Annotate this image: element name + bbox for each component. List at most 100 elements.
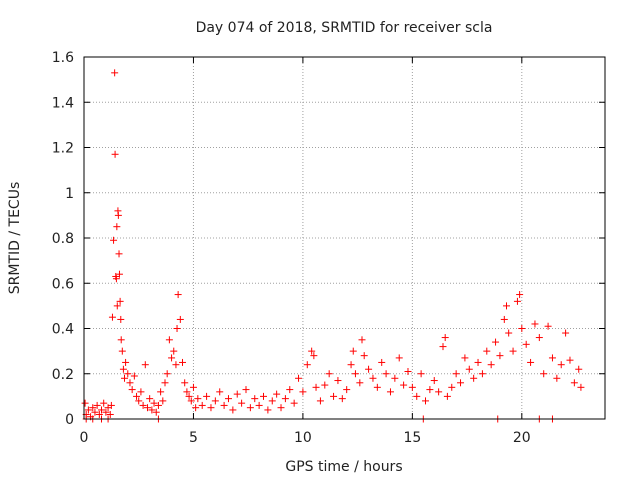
data-point: [264, 406, 272, 414]
x-axis-label: GPS time / hours: [285, 459, 402, 475]
data-point: [152, 408, 160, 416]
data-point: [430, 377, 438, 385]
data-point: [168, 354, 176, 362]
y-tick-label: 0.8: [52, 231, 74, 247]
data-point: [343, 386, 351, 394]
data-point: [81, 399, 89, 407]
data-point: [91, 408, 99, 416]
data-point: [135, 397, 143, 405]
data-point: [115, 270, 123, 278]
data-point: [408, 383, 416, 391]
y-tick-label: 0.4: [52, 322, 74, 338]
data-point: [112, 275, 120, 283]
data-point: [260, 392, 268, 400]
data-point: [386, 388, 394, 396]
data-point: [540, 370, 548, 378]
data-point: [173, 325, 181, 332]
data-point: [470, 374, 478, 382]
data-point: [496, 352, 504, 360]
data-point: [310, 352, 318, 360]
data-point: [108, 313, 116, 321]
data-point: [116, 297, 124, 305]
data-point: [443, 392, 451, 400]
y-tick-label: 1.6: [52, 50, 74, 66]
data-point: [120, 374, 128, 382]
data-point: [93, 401, 101, 409]
data-point: [509, 347, 517, 355]
data-point: [242, 386, 250, 394]
data-point: [154, 401, 162, 409]
data-point: [277, 404, 285, 412]
data-point: [106, 410, 114, 418]
data-point: [338, 395, 346, 403]
data-point: [527, 358, 535, 366]
data-point: [290, 399, 298, 407]
data-point: [308, 347, 316, 355]
data-point: [286, 386, 294, 394]
data-point: [198, 401, 206, 409]
data-point: [448, 383, 456, 391]
data-point: [373, 383, 381, 391]
data-point: [185, 392, 193, 400]
data-point: [110, 236, 118, 244]
data-point: [303, 361, 311, 369]
y-tick-label: 0: [65, 412, 74, 428]
data-point: [417, 370, 425, 378]
axis-ticks: 0 0.2 0.4 0.6 0.8 1 1.2 1.4 1.6 0 5 10 15 20: [52, 50, 605, 446]
data-point: [194, 395, 202, 403]
data-point: [176, 315, 184, 323]
data-point: [513, 297, 521, 305]
data-point: [143, 404, 151, 412]
data-point: [102, 408, 110, 416]
data-point: [391, 374, 399, 382]
data-point: [358, 336, 366, 344]
data-point: [118, 347, 126, 355]
data-point: [84, 406, 92, 414]
data-point: [421, 397, 429, 405]
data-point: [139, 401, 147, 409]
data-point: [312, 383, 320, 391]
data-point: [251, 395, 259, 403]
data-point: [148, 406, 156, 414]
y-tick-label: 1: [65, 186, 74, 202]
data-point: [325, 370, 333, 378]
data-point: [117, 336, 125, 344]
data-point: [255, 401, 263, 409]
data-point: [457, 379, 465, 387]
data-point: [130, 372, 138, 380]
data-point: [159, 397, 167, 405]
data-point: [157, 388, 165, 396]
data-point: [334, 377, 342, 385]
data-point: [281, 395, 289, 403]
data-point: [189, 383, 197, 391]
data-point: [137, 388, 145, 396]
x-tick-label: 15: [403, 430, 421, 446]
data-point: [179, 358, 187, 366]
y-tick-label: 0.2: [52, 367, 74, 383]
data-points: [81, 69, 585, 423]
data-point: [187, 397, 195, 405]
data-point: [216, 388, 224, 396]
data-point: [95, 410, 103, 418]
data-point: [360, 352, 368, 360]
data-point: [299, 388, 307, 396]
data-point: [229, 406, 237, 414]
data-point: [570, 379, 578, 387]
data-point: [365, 365, 373, 373]
data-point: [516, 291, 524, 299]
data-point: [192, 404, 200, 412]
data-point: [575, 365, 583, 373]
data-point: [351, 370, 359, 378]
data-point: [426, 386, 434, 394]
data-point: [295, 374, 303, 382]
data-point: [117, 315, 125, 323]
data-point: [518, 325, 526, 332]
data-point: [207, 404, 215, 412]
data-point: [203, 392, 211, 400]
data-point: [439, 343, 447, 351]
data-point: [107, 401, 115, 409]
data-point: [483, 347, 491, 355]
data-point: [98, 406, 106, 414]
data-point: [128, 386, 136, 394]
